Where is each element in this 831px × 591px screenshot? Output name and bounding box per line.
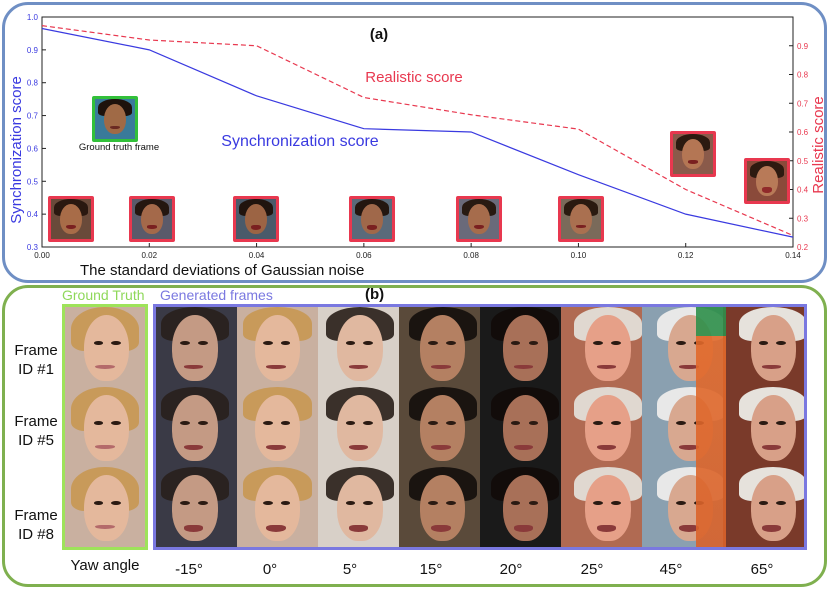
generated-face-image: [399, 307, 480, 387]
y-tick-label: 0.8: [27, 79, 39, 88]
y2-tick-label: 0.9: [797, 42, 809, 51]
y2-tick-label: 0.8: [797, 71, 809, 80]
y-tick-label: 0.9: [27, 46, 39, 55]
generated-face-image: [237, 467, 318, 547]
yaw-angle-tick: -15°: [175, 561, 203, 578]
y2-tick-label: 0.5: [797, 157, 809, 166]
noise-face-image: [233, 196, 279, 242]
y-tick-label: 0.7: [27, 112, 39, 121]
ground-truth-face-image: [65, 467, 145, 547]
ground-truth-column: [62, 304, 148, 550]
generated-face-image: [156, 387, 237, 467]
noise-face-image: [558, 196, 604, 242]
generated-face-image: [399, 387, 480, 467]
yaw-angle-tick: 25°: [580, 561, 604, 578]
row-label-frame-5: Frame ID #5: [14, 413, 58, 449]
generated-face-image: [399, 467, 480, 547]
generated-face-image: [318, 307, 399, 387]
y-tick-label: 0.4: [27, 210, 39, 219]
y-tick-label: 0.6: [27, 144, 39, 153]
yaw-angle-tick: 20°: [499, 561, 523, 578]
ground-truth-title: Ground Truth: [62, 287, 145, 303]
generated-face-image: [723, 467, 804, 547]
row-label-frame-8: Frame ID #8: [14, 507, 58, 543]
panel-a-label: (a): [370, 26, 388, 43]
x-axis-title: The standard deviations of Gaussian nois…: [80, 262, 364, 279]
x-tick-label: 0.10: [571, 251, 587, 260]
y2-tick-label: 0.3: [797, 214, 809, 223]
generated-face-image: [723, 387, 804, 467]
yaw-angle-tick: 5°: [342, 561, 358, 578]
noise-face-image: [744, 158, 790, 204]
yaw-angle-label: Yaw angle: [70, 557, 140, 574]
generated-face-image: [561, 307, 642, 387]
x-tick-label: 0.08: [463, 251, 479, 260]
green-hat-accent: [696, 307, 726, 547]
y-axis-title: Synchronization score: [8, 76, 25, 224]
noise-face-image: [129, 196, 175, 242]
realistic-curve-label: Realistic score: [365, 69, 463, 86]
generated-face-image: [237, 387, 318, 467]
generated-face-image: [318, 387, 399, 467]
generated-face-image: [156, 467, 237, 547]
noise-face-image: [48, 196, 94, 242]
generated-face-image: [480, 387, 561, 467]
x-tick-label: 0.06: [356, 251, 372, 260]
y-tick-label: 0.5: [27, 177, 39, 186]
y2-tick-label: 0.6: [797, 128, 809, 137]
generated-face-image: [723, 307, 804, 387]
x-tick-label: 0.02: [141, 251, 157, 260]
sync-realism-chart: 0.00 0.02 0.04 0.06 0.08 0.10 0.12 0.14 0.3 0.4 0.…: [8, 13, 827, 279]
generated-frames-grid: [153, 304, 807, 550]
panel-a: [2, 2, 827, 283]
x-tick-label: 0.04: [249, 251, 265, 260]
y2-axis-title: Realistic score: [810, 96, 827, 194]
generated-face-image: [237, 307, 318, 387]
noise-face-image: [349, 196, 395, 242]
row-label-frame-1: Frame ID #1: [14, 342, 58, 378]
y-tick-label: 1.0: [27, 13, 39, 22]
ground-truth-face-image: [65, 307, 145, 387]
sync-curve-label: Synchronization score: [221, 133, 379, 150]
noise-face-image: [456, 196, 502, 242]
ground-truth-face-image: [92, 96, 138, 142]
generated-face-image: [156, 307, 237, 387]
y2-tick-label: 0.7: [797, 99, 809, 108]
generated-face-image: [561, 467, 642, 547]
yaw-angle-tick: 15°: [419, 561, 443, 578]
yaw-angle-tick: 45°: [659, 561, 683, 578]
noise-face-image: [670, 131, 716, 177]
x-tick-label: 0.12: [678, 251, 694, 260]
panel-b-label: (b): [365, 286, 385, 303]
generated-face-image: [561, 387, 642, 467]
yaw-angle-tick: 65°: [750, 561, 774, 578]
y2-tick-label: 0.2: [797, 243, 809, 252]
generated-frames-title: Generated frames: [160, 287, 273, 303]
y-tick-label: 0.3: [27, 243, 39, 252]
generated-face-image: [318, 467, 399, 547]
generated-face-image: [480, 307, 561, 387]
ground-truth-face-image: [65, 387, 145, 467]
panel-b: [2, 285, 827, 587]
y2-tick-label: 0.4: [797, 186, 809, 195]
generated-face-image: [480, 467, 561, 547]
yaw-angle-tick: 0°: [262, 561, 278, 578]
x-tick-label: 0.00: [34, 251, 50, 260]
x-tick-label: 0.14: [785, 251, 801, 260]
sync-score-line: [41, 27, 794, 238]
gt-frame-caption: Ground truth frame: [79, 142, 159, 153]
